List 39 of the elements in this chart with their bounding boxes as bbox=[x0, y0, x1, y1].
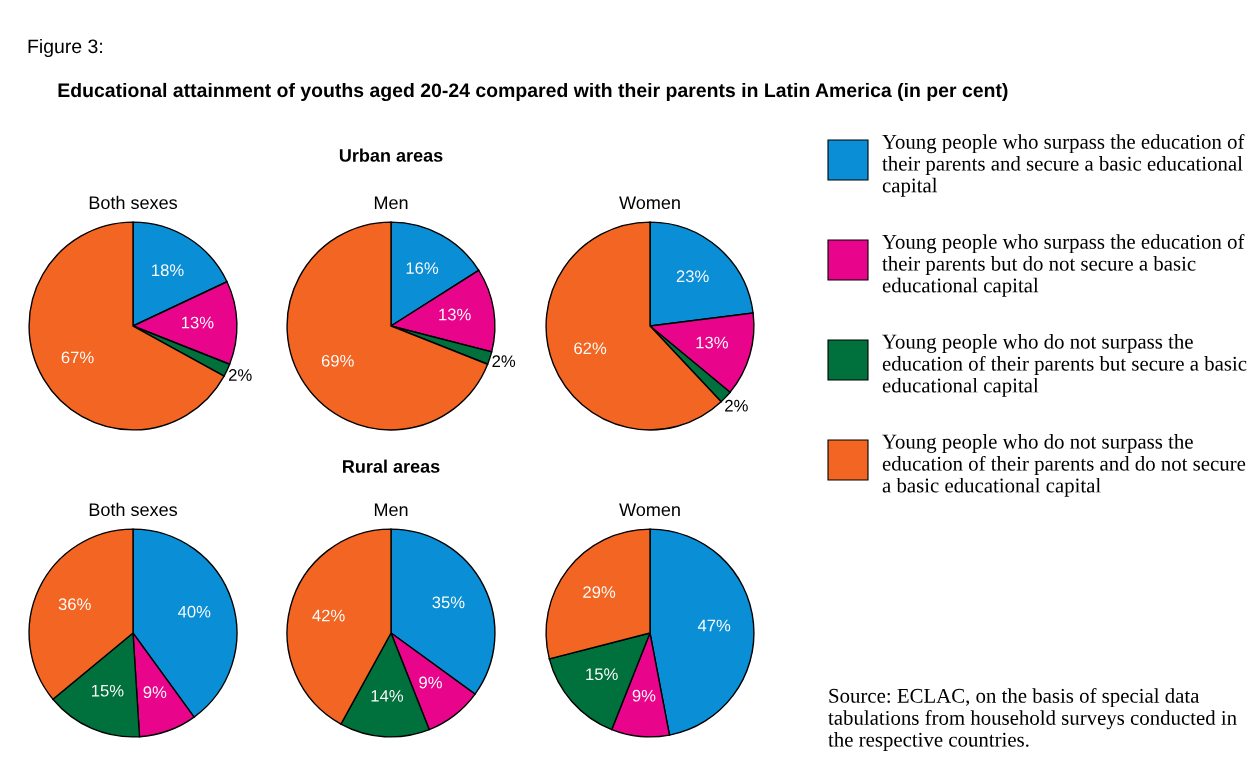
chart-title: Men bbox=[374, 196, 408, 210]
data-label: 35% bbox=[432, 596, 465, 609]
data-label: 18% bbox=[152, 264, 184, 277]
chart-title: Women bbox=[619, 503, 680, 517]
data-label: 40% bbox=[177, 605, 211, 618]
legend-label: Young people who surpass the education of their parents and secure a basic educational capital bbox=[882, 134, 1245, 197]
source-note: Source: ECLAC, on the basis of special data tabulations from household surveys conducted in the respective countries. bbox=[828, 688, 1237, 751]
text: Educational attainment of youths aged 20-24 compared with their parents in Latin America (in per cent) bbox=[58, 82, 1008, 102]
data-label: 23% bbox=[676, 270, 709, 283]
legend-label: Young people who do not surpass the education of their parents and do not secure a basic educational capital bbox=[882, 434, 1246, 497]
data-label: 47% bbox=[697, 619, 731, 632]
data-label: 9% bbox=[419, 676, 442, 689]
data-label: 15% bbox=[586, 668, 618, 681]
data-label: 16% bbox=[406, 262, 439, 275]
data-label: 9% bbox=[632, 689, 656, 702]
data-label: 62% bbox=[574, 342, 607, 355]
legend-label: Young people who surpass the education of their parents but do not secure a basic educational capital bbox=[882, 234, 1245, 297]
data-label: 36% bbox=[58, 598, 91, 611]
text: Both sexes bbox=[89, 195, 178, 210]
data-label: 15% bbox=[92, 684, 124, 697]
data-label: 13% bbox=[439, 308, 471, 321]
data-label: 13% bbox=[696, 336, 728, 349]
data-label: 2% bbox=[725, 399, 748, 412]
data-label: 42% bbox=[312, 609, 345, 622]
legend-label: Young people who do not surpass the education of their parents but secure a basic educational capital bbox=[882, 334, 1247, 397]
data-label: 14% bbox=[371, 690, 404, 702]
caption: Figure 3: bbox=[28, 38, 102, 58]
data-label: 29% bbox=[583, 586, 616, 598]
chart-title: Men bbox=[374, 503, 408, 517]
chart-title: Both sexes bbox=[89, 502, 178, 517]
text: Rural areas bbox=[343, 459, 440, 473]
data-label: 13% bbox=[181, 316, 214, 329]
data-label: 2% bbox=[492, 355, 516, 368]
data-label: 67% bbox=[61, 351, 94, 364]
data-label: 9% bbox=[143, 686, 167, 699]
text: Urban areas bbox=[339, 148, 443, 162]
data-label: 2% bbox=[228, 369, 252, 381]
chart-title: Women bbox=[619, 196, 680, 210]
data-label: 69% bbox=[321, 354, 354, 367]
